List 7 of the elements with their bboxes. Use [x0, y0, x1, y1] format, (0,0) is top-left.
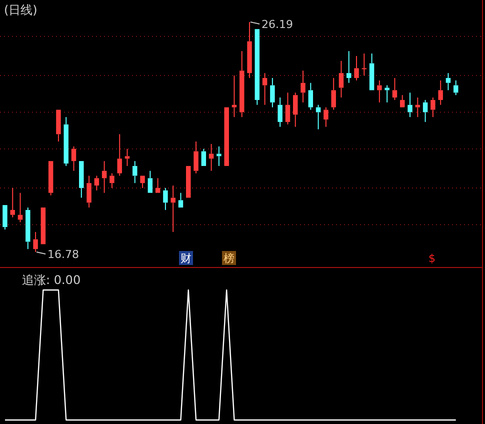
annotation: 榜 — [224, 252, 234, 265]
chart-title: 追涨: 0.00 — [22, 273, 81, 287]
annotation: $ — [428, 252, 436, 265]
annotation: 16.78 — [48, 248, 80, 261]
chart-title: (日线) — [4, 3, 38, 17]
annotation: 财 — [180, 252, 192, 265]
annotation: 26.19 — [262, 18, 294, 31]
